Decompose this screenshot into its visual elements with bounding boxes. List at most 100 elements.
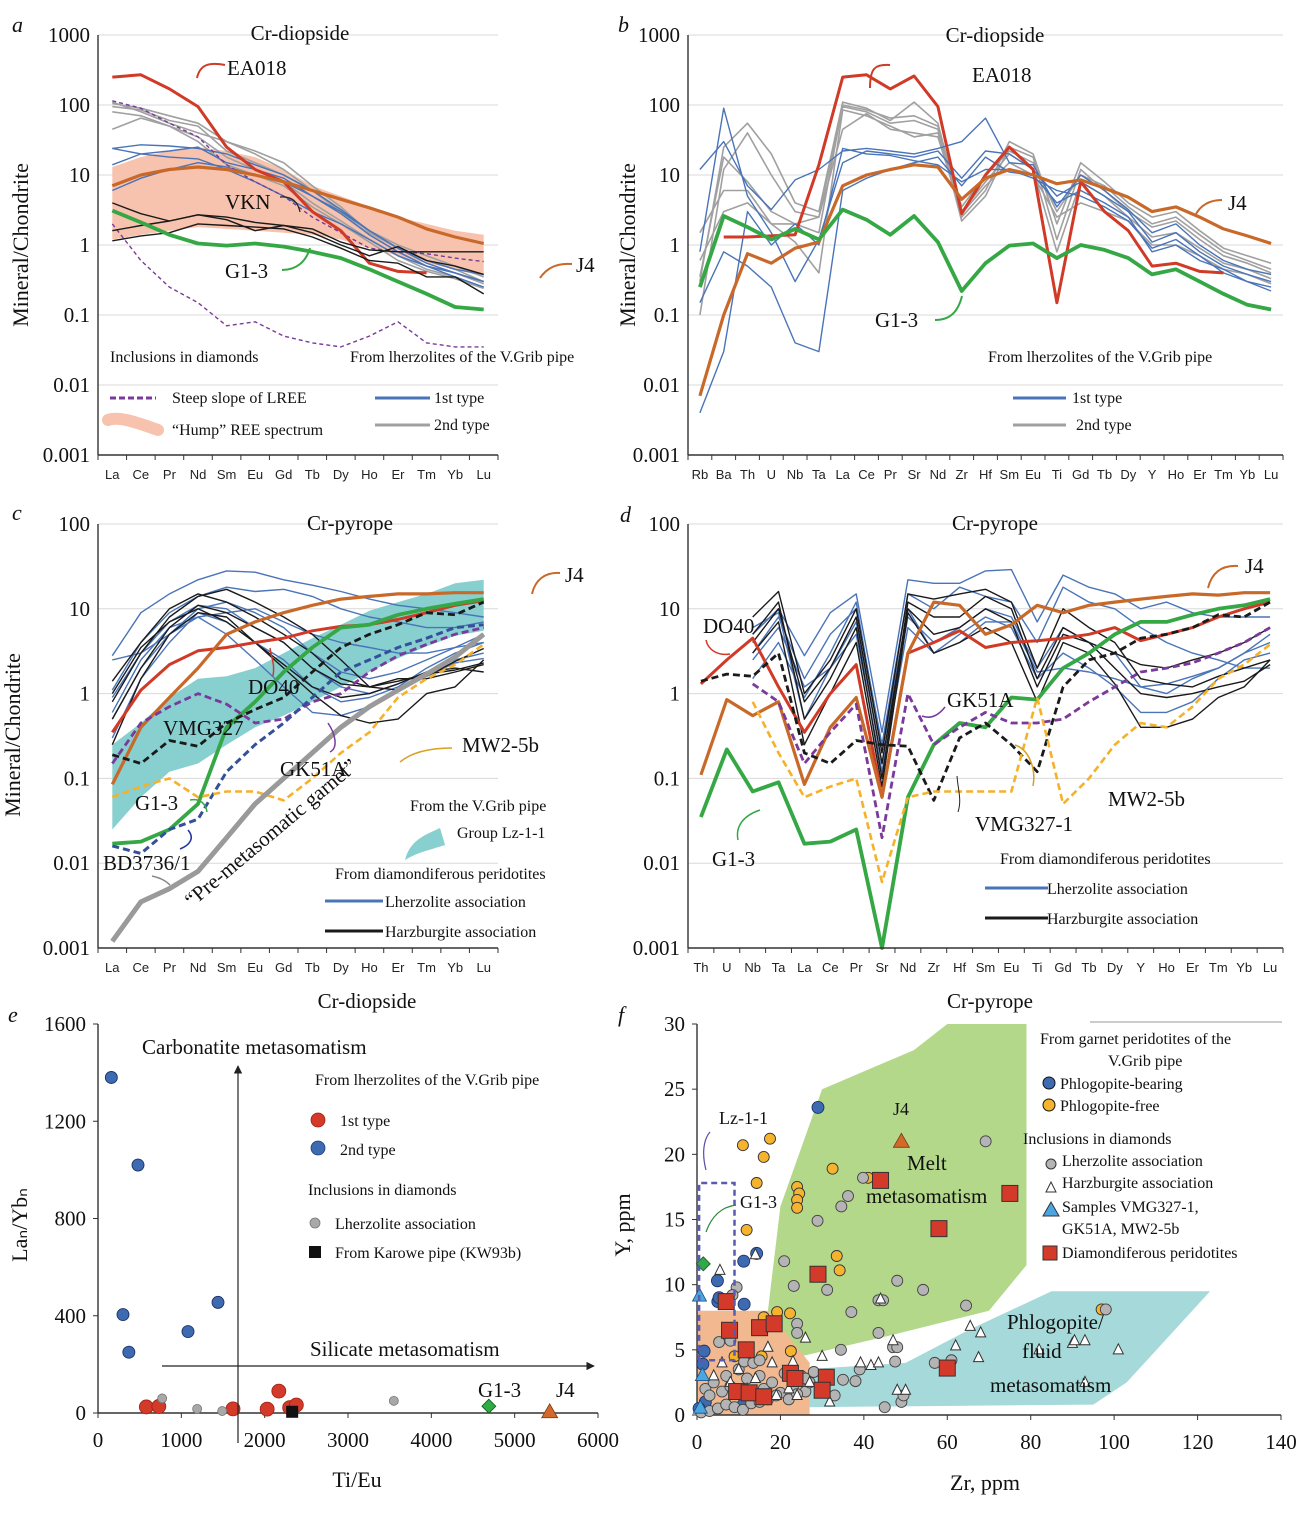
- x-tick-label: Tb: [1097, 467, 1112, 482]
- point-lherzolite-association: [766, 1376, 779, 1389]
- y-tick-label: 1: [670, 233, 681, 257]
- series-line-1st-type-1: [112, 144, 484, 283]
- arrow-j4: [539, 262, 573, 279]
- y-tick-label: 1000: [48, 23, 90, 47]
- x-tick-label: Tm: [1214, 467, 1233, 482]
- panel-letter-b: b: [618, 12, 629, 37]
- arrow-g13: [281, 247, 311, 271]
- x-tick-label: Pr: [884, 467, 898, 482]
- point-lherzolite-association: [878, 1401, 891, 1414]
- x-tick-label: Eu: [247, 467, 263, 482]
- label-carbonatite: Carbonatite metasomatism: [142, 1035, 367, 1059]
- x-tick-label: 2000: [244, 1428, 286, 1452]
- point-harzburgite-association: [766, 1355, 778, 1368]
- x-tick-label: Yb: [1239, 467, 1255, 482]
- legend-label-phlog-bearing: Phlogopite-bearing: [1060, 1076, 1183, 1093]
- point-diamondiferous-peridotites: [751, 1319, 769, 1337]
- legend-marker-samples: [1042, 1200, 1060, 1217]
- legend-marker-harz: [1045, 1180, 1057, 1193]
- arrow-bd3736: [179, 829, 192, 850]
- x-tick-label: Lu: [1264, 467, 1278, 482]
- series-line-steep-slope-lree: [112, 100, 484, 263]
- point-diamondiferous-peridotites: [717, 1293, 735, 1311]
- y-tick-label: 5: [675, 1338, 686, 1362]
- point-harzburgite-association: [1079, 1375, 1091, 1387]
- point-lherzolite-association: [1099, 1303, 1112, 1316]
- x-tick-label: Sm: [217, 960, 237, 975]
- point-phlogopite-bearing: [710, 1274, 724, 1288]
- point-phlogopite-free: [791, 1201, 804, 1214]
- point-harzburgite-association: [816, 1349, 828, 1361]
- series-line-g1-3: [699, 597, 1271, 950]
- panel-c-title: Cr-pyrope: [307, 511, 393, 535]
- series-line-g1-3: [111, 208, 484, 312]
- point-phlogopite-free: [833, 1264, 846, 1277]
- legend-label-type1: 1st type: [340, 1113, 390, 1130]
- y-tick-label: 1: [80, 233, 91, 257]
- x-tick-label: Ho: [361, 467, 378, 482]
- point-lherzolite-association: [787, 1280, 800, 1292]
- point-lherzolite-association: [778, 1255, 791, 1268]
- series-line-2nd-type-2: [699, 105, 1272, 316]
- y-tick-label: 800: [55, 1207, 87, 1231]
- x-tick-label: Ti: [1052, 467, 1062, 482]
- point-diamondiferous-peridotites: [872, 1171, 890, 1189]
- x-tick-label: Gd: [1054, 960, 1071, 975]
- point-diamondiferous-peridotites: [938, 1359, 956, 1377]
- panel-e: 0 400 800 1200 1600 0 1000 2000 3000 4000 5000 6000…: [7, 989, 619, 1492]
- panel-letter-f: f: [618, 1002, 627, 1027]
- arrow-g13: [934, 295, 963, 321]
- y-tick-label: 25: [664, 1077, 685, 1101]
- y-tick-label: 100: [59, 93, 91, 117]
- point-lherzolite-association: [837, 1373, 849, 1386]
- y-tick-label: 10: [69, 597, 90, 621]
- point-samples-vmg327-1-gk51a-mw2-5b: [694, 1366, 711, 1381]
- y-tick-label: 100: [649, 93, 681, 117]
- x-tick-label: Nb: [744, 960, 761, 975]
- y-tick-label: 0.01: [53, 373, 90, 397]
- point-2nd-type: [131, 1158, 145, 1172]
- label-ea018: EA018: [972, 63, 1032, 87]
- series-line-1st-type-3: [699, 156, 1272, 353]
- point-phlogopite-bearing: [737, 1254, 751, 1268]
- point-phlogopite-free: [764, 1132, 776, 1145]
- point-harzburgite-association: [707, 1368, 720, 1381]
- x-tick-label: Dy: [333, 467, 349, 482]
- arrow-lz11: [703, 1131, 711, 1171]
- x-tick-label: 120: [1182, 1430, 1214, 1454]
- arrow-mw25b: [399, 747, 453, 763]
- arrow-g13: [736, 809, 761, 841]
- point-lherzolite-association: [217, 1406, 228, 1416]
- x-tick-label: La: [105, 467, 120, 482]
- legend-label-lherz: Lherzolite association: [1047, 881, 1188, 898]
- arrow-gk51a: [921, 706, 946, 718]
- point-harzburgite-association: [749, 1247, 762, 1260]
- point-harzburgite-association: [791, 1388, 803, 1400]
- point-diamondiferous-peridotites: [740, 1384, 758, 1402]
- lz-band: [112, 579, 484, 830]
- label-fluid-2: fluid: [1022, 1339, 1062, 1363]
- label-j4: J4: [1228, 191, 1247, 215]
- legend-label-steep: Steep slope of LREE: [172, 390, 307, 407]
- arrow-mw25b: [1014, 744, 1035, 787]
- x-tick-label: Eu: [1003, 960, 1019, 975]
- label-fluid-3: metasomatism: [990, 1373, 1111, 1397]
- point-2nd-type: [122, 1345, 136, 1359]
- y-tick-label: 10: [659, 597, 680, 621]
- x-tick-label: Lu: [1263, 960, 1277, 975]
- point-phlogopite-free: [826, 1162, 839, 1175]
- label-lz11: Lz-1-1: [719, 1108, 768, 1128]
- x-tick-label: U: [722, 960, 731, 975]
- y-tick-label: 100: [59, 512, 91, 536]
- x-tick-label: Dy: [333, 960, 349, 975]
- legend-marker-diamondiferous: [1042, 1245, 1058, 1261]
- x-tick-label: Gd: [275, 960, 292, 975]
- point-lherzolite-association: [753, 1354, 766, 1367]
- legend-label-harz: Harzburgite association: [1047, 911, 1198, 928]
- point-j4: [892, 1132, 911, 1148]
- point-harzburgite-association: [964, 1319, 977, 1331]
- y-tick-label: 1: [80, 682, 91, 706]
- point-lherzolite-association: [834, 1343, 847, 1356]
- series-line-lz-4: [752, 601, 1271, 754]
- x-tick-label: Pr: [163, 960, 177, 975]
